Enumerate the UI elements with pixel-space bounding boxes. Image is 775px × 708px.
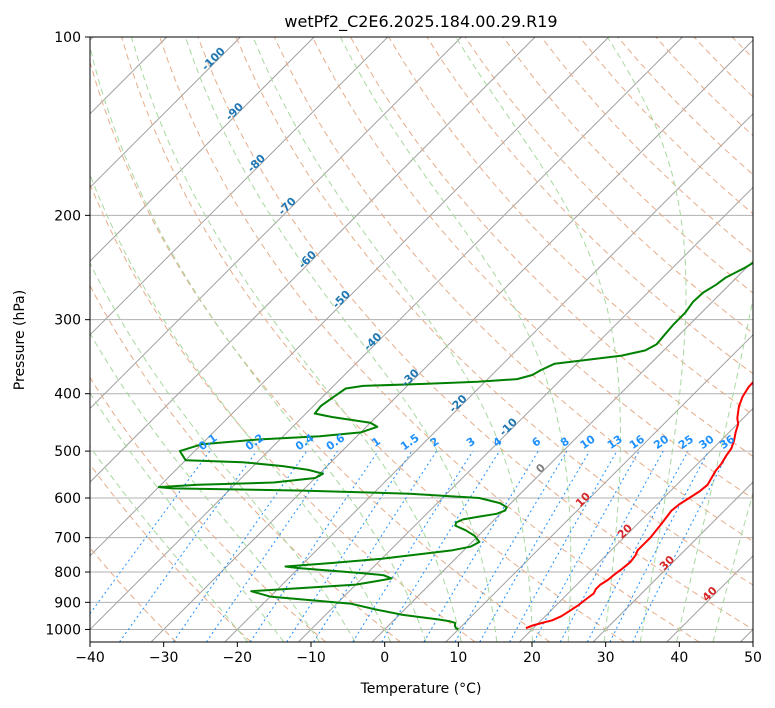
isotherm-line <box>90 37 536 483</box>
y-tick-label: 600 <box>54 491 81 507</box>
y-tick-label: 500 <box>54 444 81 460</box>
y-tick-label: 800 <box>54 565 81 581</box>
mixing-ratio-line <box>172 450 308 642</box>
x-axis-ticks: −40 −30 −20 −10 0 10 20 30 40 50 <box>75 642 762 666</box>
isotherm-line <box>90 37 315 262</box>
temperature-profile-line <box>525 380 753 630</box>
x-tick-label: 50 <box>744 650 762 666</box>
dry-adiabat-line <box>159 37 700 642</box>
dry-adiabat-line <box>235 37 753 586</box>
x-tick-label: −10 <box>296 650 326 666</box>
mixing-ratio-line <box>381 450 500 642</box>
moist-adiabat-line <box>607 37 687 642</box>
mixing-ratio-line <box>90 450 211 615</box>
isotherm-line <box>371 260 753 642</box>
mixing-ratio-line <box>479 450 591 642</box>
x-tick-label: 20 <box>523 650 541 666</box>
moist-adiabat-line <box>90 392 285 642</box>
mixing-ratio-line <box>286 450 413 642</box>
mixing-ratio-line <box>533 450 640 642</box>
moist-adiabat-line <box>90 332 320 642</box>
moist-adiabat-line <box>131 37 462 642</box>
isotherm-line <box>445 334 753 642</box>
y-tick-label: 100 <box>54 30 81 46</box>
dry-adiabat-line <box>90 463 252 642</box>
y-tick-label: 300 <box>54 313 81 329</box>
moist-adiabat-line <box>90 261 356 642</box>
isotherm-line <box>90 37 241 189</box>
isotherm-line <box>90 37 683 631</box>
moist-adiabat-line <box>252 37 533 642</box>
moist-adiabat-line <box>339 37 572 642</box>
moist-adiabat-line <box>676 295 753 642</box>
y-tick-label: 400 <box>54 387 81 403</box>
background-lines <box>90 37 775 642</box>
plot-frame <box>89 36 754 643</box>
dry-adiabat-line <box>502 37 753 294</box>
dry-adiabat-line <box>273 37 753 543</box>
y-tick-label: 200 <box>54 208 81 224</box>
isotherm-line <box>90 37 610 557</box>
dewpoint-profile-line <box>157 261 753 631</box>
isotherm-line <box>90 37 462 410</box>
mixing-ratio-line <box>509 450 618 642</box>
x-tick-label: 30 <box>597 650 615 666</box>
isotherm-line <box>224 113 753 642</box>
mixing-ratio-line <box>119 450 258 642</box>
mixing-ratio-line <box>632 450 730 642</box>
y-tick-label: 700 <box>54 531 81 547</box>
moist-adiabat-line <box>184 37 498 642</box>
y-tick-label: 1000 <box>45 622 81 638</box>
moist-adiabat-line <box>712 491 753 642</box>
moist-adiabat-line <box>90 445 249 642</box>
y-axis-ticks: 100 200 300 400 500 600 700 800 900 1000 <box>45 30 90 638</box>
x-tick-label: −20 <box>223 650 253 666</box>
moist-adiabat-line <box>90 44 427 642</box>
x-axis-title: Temperature (°C) <box>360 681 482 697</box>
mixing-ratio-line <box>559 450 664 642</box>
x-tick-label: 0 <box>380 650 389 666</box>
sounding-profiles <box>157 261 753 631</box>
x-tick-label: 40 <box>670 650 688 666</box>
x-tick-label: −40 <box>75 650 105 666</box>
moist-adiabat-line <box>90 173 392 642</box>
dry-adiabat-line <box>770 37 775 642</box>
x-tick-label: 10 <box>449 650 467 666</box>
y-axis-title: Pressure (hPa) <box>12 290 28 390</box>
dry-adiabat-line <box>90 60 551 642</box>
isotherm-line <box>592 481 753 642</box>
isotherm-line <box>519 407 753 642</box>
y-tick-label: 900 <box>54 595 81 611</box>
plot-area-background <box>90 37 753 642</box>
isotherm-line <box>90 37 389 336</box>
dry-adiabat-line <box>197 37 753 630</box>
chart-title: wetPf2_C2E6.2025.184.00.29.R19 <box>284 12 557 32</box>
mixing-ratio-line <box>454 450 568 642</box>
x-tick-label: −30 <box>149 650 179 666</box>
mixing-ratio-line <box>586 450 689 642</box>
dry-adiabat-line <box>121 37 625 642</box>
mixing-ratio-line <box>609 450 709 642</box>
dry-adiabat-line <box>311 37 753 500</box>
mixing-ratio-line <box>423 450 539 642</box>
isotherm-line <box>150 39 753 642</box>
